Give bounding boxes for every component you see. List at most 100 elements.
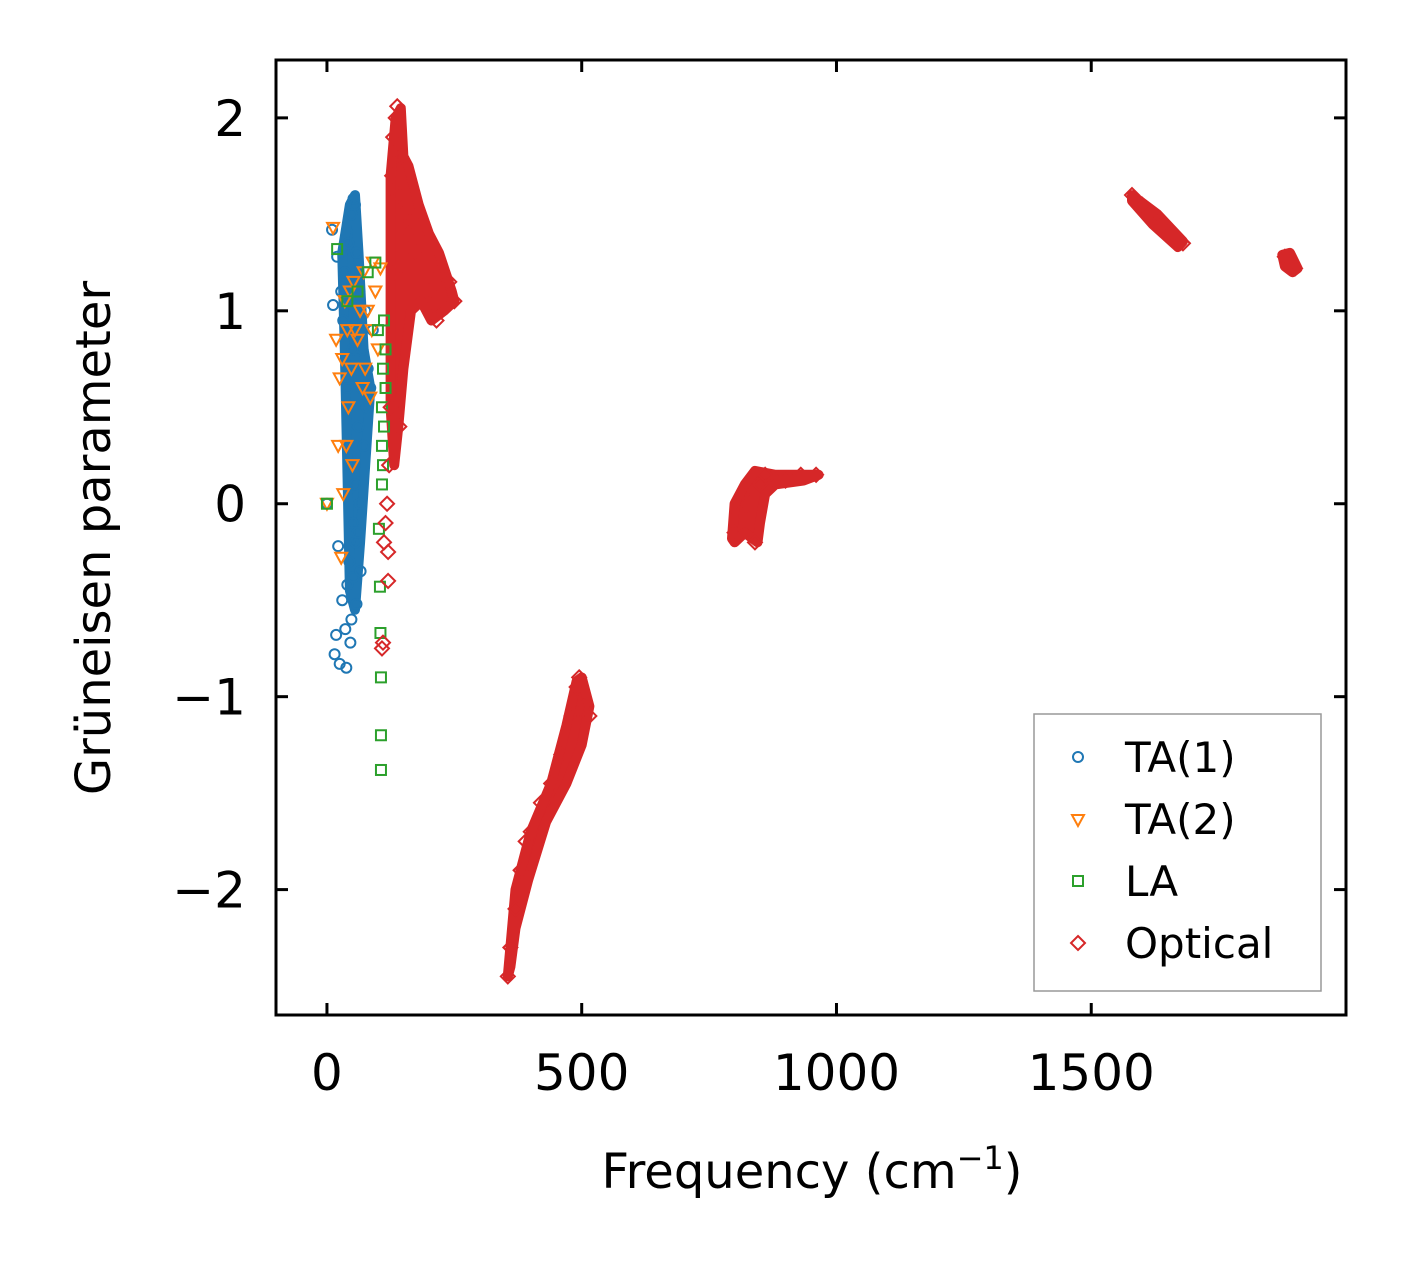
point-la-19 (378, 420, 391, 433)
plot-frame (274, 58, 1348, 1017)
point-optical-43 (746, 533, 764, 551)
point-ta1-6 (332, 540, 345, 553)
point-optical-32 (542, 775, 560, 792)
legend-label-ta1: TA(1) (1124, 733, 1236, 782)
point-optical-58 (1286, 259, 1304, 277)
point-ta2-3 (330, 439, 346, 454)
x-axis-title: Frequency (cm−1) (601, 1139, 1022, 1200)
point-optical-9 (383, 167, 401, 185)
point-ta1-1 (326, 223, 339, 236)
point-optical-23 (440, 273, 458, 291)
point-ta1-15 (341, 578, 354, 591)
point-optical-4 (378, 495, 396, 513)
y-tick-label: 0 (214, 476, 246, 534)
point-ta1-24 (347, 192, 360, 205)
point-optical-35 (568, 678, 586, 696)
y-tick-label: −1 (172, 669, 246, 727)
point-la-4 (361, 266, 374, 279)
point-optical-40 (731, 504, 749, 522)
point-optical-50 (1123, 186, 1141, 204)
point-ta1-5 (331, 250, 344, 263)
point-la-5 (369, 256, 382, 269)
point-optical-47 (777, 472, 794, 490)
point-ta1-23 (346, 517, 359, 530)
point-optical-45 (756, 466, 774, 484)
point-optical-39 (726, 524, 743, 542)
point-optical-48 (792, 466, 810, 484)
point-ta1-13 (340, 661, 353, 674)
point-la-11 (374, 729, 387, 742)
point-optical-1 (374, 634, 392, 652)
point-ta2-13 (343, 362, 360, 377)
point-la-15 (375, 478, 388, 491)
y-tick-label: 2 (214, 90, 246, 148)
point-la-16 (377, 362, 389, 375)
point-ta2-10 (339, 324, 356, 339)
point-ta1-41 (360, 401, 373, 414)
point-optical-26 (501, 939, 519, 956)
point-ta2-24 (364, 324, 380, 339)
point-optical-49 (807, 466, 825, 484)
point-ta1-12 (339, 623, 352, 636)
legend-label-optical: Optical (1125, 919, 1273, 968)
point-optical-36 (570, 668, 588, 686)
point-optical-51 (1133, 196, 1151, 214)
point-ta1-19 (344, 636, 357, 649)
x-axis-title-superscript: −1 (957, 1139, 1004, 1177)
point-optical-17 (394, 205, 412, 223)
point-ta2-15 (345, 275, 362, 290)
point-ta1-25 (347, 571, 360, 584)
point-optical-15 (390, 418, 408, 435)
data-points (319, 97, 1304, 985)
point-ta2-16 (347, 324, 363, 339)
point-optical-11 (385, 263, 403, 281)
legend: TA(1) TA(2) LA Optical (1033, 713, 1322, 992)
point-ta1-38 (356, 343, 369, 356)
point-la-18 (378, 314, 391, 327)
x-tick-label: 1500 (1028, 1044, 1155, 1102)
legend-marker-optical (1069, 934, 1087, 952)
point-la-6 (371, 324, 384, 337)
point-ta1-16 (342, 237, 355, 250)
point-ta2-6 (334, 353, 350, 368)
point-optical-19 (407, 244, 425, 262)
point-ta2-26 (367, 285, 384, 300)
point-ta2-22 (360, 304, 376, 319)
point-optical-6 (379, 543, 397, 561)
point-ta1-17 (343, 555, 356, 568)
point-optical-7 (380, 456, 398, 474)
point-la-21 (379, 381, 392, 394)
point-ta2-17 (349, 333, 366, 348)
point-optical-33 (552, 746, 570, 763)
point-ta2-19 (354, 381, 371, 397)
point-optical-10 (384, 128, 402, 146)
point-optical-38 (580, 707, 598, 725)
point-ta1-36 (354, 565, 367, 578)
point-optical-12 (387, 109, 405, 127)
point-ta1-33 (352, 420, 365, 433)
point-ta2-2 (328, 333, 344, 348)
point-ta2-4 (332, 372, 348, 387)
y-axis-title: Grüneisen parameter (66, 281, 122, 796)
point-ta2-21 (357, 362, 373, 377)
point-optical-16 (392, 148, 410, 165)
point-ta1-35 (354, 497, 367, 510)
point-optical-27 (507, 900, 524, 918)
point-ta1-3 (328, 648, 341, 661)
point-la-2 (341, 295, 354, 308)
point-ta1-39 (357, 439, 370, 452)
y-tick-label: 1 (214, 283, 246, 341)
point-ta2-23 (362, 391, 378, 406)
axis-ticks: 0 500 1000 1500 2 1 0 −1 −2 (172, 60, 1346, 1102)
point-optical-13 (388, 97, 406, 115)
point-optical-8 (382, 398, 400, 416)
point-la-12 (374, 763, 387, 776)
point-optical-2 (375, 533, 393, 551)
point-ta1-21 (345, 613, 358, 626)
point-ta1-11 (338, 266, 351, 279)
point-la-8 (373, 580, 386, 593)
point-ta2-11 (340, 401, 357, 416)
point-optical-22 (430, 263, 448, 281)
band-0 (385, 103, 460, 471)
